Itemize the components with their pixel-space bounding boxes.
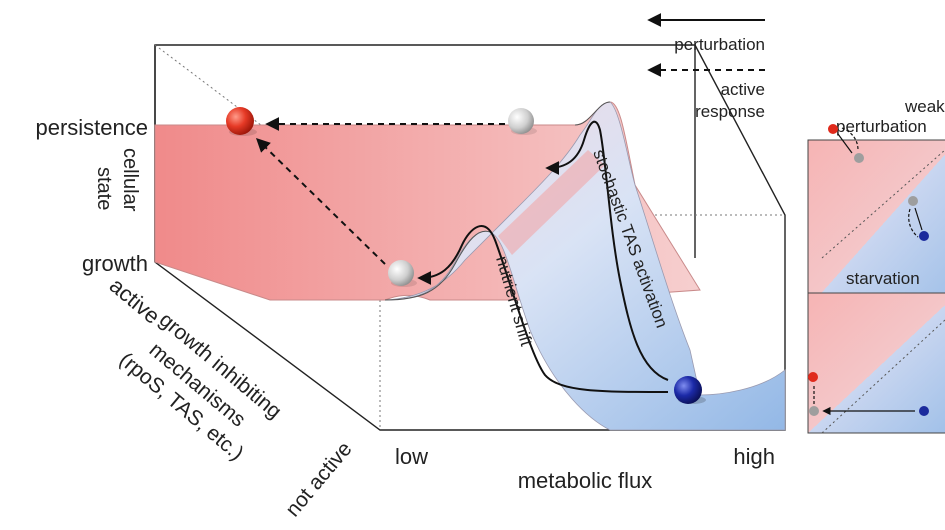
metabolic-flux-axis: low high metabolic flux: [395, 444, 775, 493]
growth-label: growth: [82, 251, 148, 276]
cell-balls: [226, 107, 706, 404]
top-panel-title-1: weak: [904, 97, 945, 116]
nutrient-shift-path: [417, 225, 669, 393]
active-response-arrows: [255, 117, 505, 265]
top-panel: [807, 139, 945, 309]
panel1-gray-dot-b: [908, 196, 918, 206]
active-response-label-1: active: [721, 80, 765, 99]
ridge-outline: [384, 101, 611, 301]
state-label: state: [93, 167, 115, 210]
mech-active-label: active: [105, 273, 165, 329]
panel1-blue-dot: [919, 231, 929, 241]
flux-low-label: low: [395, 444, 428, 469]
stochastic-activation-path: [545, 120, 669, 381]
mechanism-axis: active growth inhibiting mechanisms (rpo…: [105, 273, 357, 522]
gray-ball-bottom: [388, 260, 414, 286]
top-panel-title-2: perturbation: [836, 117, 927, 136]
ridge-band: [498, 150, 605, 255]
cellular-state-axis: persistence cellular state growth: [35, 115, 148, 276]
perturbation-label: perturbation: [674, 35, 765, 54]
panel2-gray-dot: [809, 406, 819, 416]
panel1-red-dot: [828, 124, 838, 134]
panel2-blue-dot: [919, 406, 929, 416]
persister-ball: [226, 107, 254, 135]
mech-not-active-label: not active: [281, 438, 356, 522]
legend: perturbation active response: [647, 13, 765, 121]
panel2-red-dot: [808, 372, 818, 382]
gray-ball-top: [508, 108, 534, 134]
dashed-arrow-diagonal: [255, 138, 386, 265]
bottom-panel-title: starvation: [846, 269, 920, 288]
persistence-label: persistence: [35, 115, 148, 140]
active-response-label-2: response: [695, 102, 765, 121]
flux-axis-label: metabolic flux: [518, 468, 653, 493]
growing-ball: [674, 376, 702, 404]
side-panels: weak perturbation starvation: [807, 97, 945, 434]
trajectories: [417, 120, 669, 393]
flux-high-label: high: [733, 444, 775, 469]
panel1-gray-dot-a: [854, 153, 864, 163]
landscape-surface: [154, 101, 786, 431]
cellular-label: cellular: [119, 148, 141, 212]
